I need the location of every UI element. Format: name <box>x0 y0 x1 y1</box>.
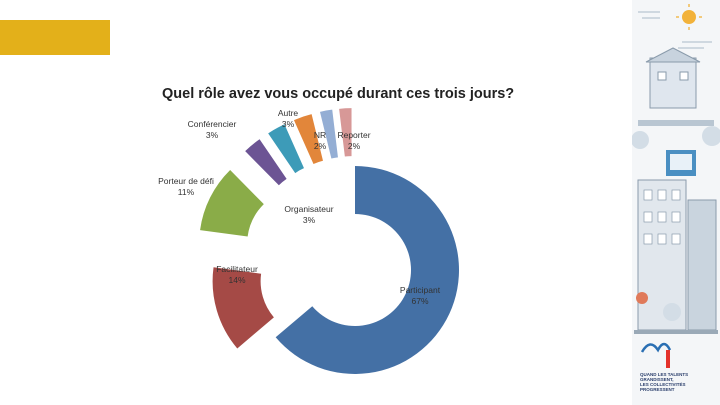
label-nr: NR 2% <box>314 130 327 151</box>
slice-nr <box>319 109 338 159</box>
building-icon <box>649 57 697 109</box>
sun-icon <box>682 10 696 24</box>
tagline-line: GRANDISSENT, <box>640 377 674 382</box>
logo-tagline: QUAND LES TALENTS GRANDISSENT, LES COLLE… <box>640 372 718 392</box>
tree-icon <box>663 303 681 321</box>
tagline-line: LES COLLECTIVITÉS <box>640 382 686 387</box>
label-porteur-de-defi: Porteur de défi 11% <box>158 176 214 197</box>
side-illustration-panel: QUAND LES TALENTS GRANDISSENT, LES COLLE… <box>632 0 720 405</box>
city-illustration <box>632 4 720 368</box>
label-organisateur: Organisateur 3% <box>284 204 333 225</box>
slice-facilitateur <box>212 267 274 349</box>
tagline-line: PROGRESSENT <box>640 387 675 392</box>
donut-chart: Participant 67% Facilitateur 14% Porteur de … <box>158 108 459 374</box>
tagline-line: QUAND LES TALENTS <box>640 372 689 377</box>
tree-icon <box>702 126 720 146</box>
slice-participant <box>275 166 459 374</box>
person-icon <box>636 292 648 304</box>
label-conferencier: Conférencier 3% <box>188 119 237 140</box>
tree-icon <box>632 131 649 149</box>
slice-porteur-de-defi <box>200 169 264 237</box>
logo-mark <box>640 342 672 353</box>
chart-title: Quel rôle avez vous occupé durant ces tr… <box>162 86 515 102</box>
label-facilitateur: Facilitateur 14% <box>216 264 258 285</box>
slice-conferencier <box>245 139 287 186</box>
label-reporter: Reporter 2% <box>337 130 370 151</box>
slice-reporter <box>339 108 352 157</box>
label-participant: Participant 67% <box>400 285 441 306</box>
accent-bar <box>0 20 110 55</box>
label-autre: Autre 3% <box>278 108 299 129</box>
slice-autre <box>293 114 323 164</box>
slice-organisateur <box>268 124 304 174</box>
